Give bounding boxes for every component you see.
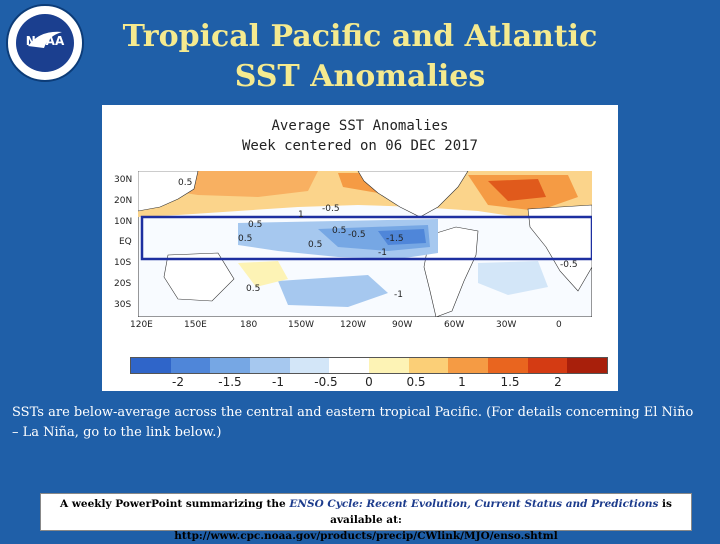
footer-link-text[interactable]: ENSO Cycle: Recent Evolution, Current St…	[289, 498, 659, 510]
colorbar-label: -2	[172, 375, 184, 389]
colorbar-swatch	[567, 358, 608, 373]
lon-label: 120W	[340, 320, 367, 330]
colorbar-label: 0	[365, 375, 373, 389]
color-scale-bar	[130, 357, 608, 374]
logo-text: NOAA	[25, 34, 65, 48]
lon-label: 30W	[496, 320, 517, 330]
colorbar-swatch	[527, 358, 568, 373]
footer-url[interactable]: http://www.cpc.noaa.gov/products/precip/…	[174, 530, 558, 542]
lat-label: EQ	[119, 237, 132, 247]
lon-label: 150E	[184, 320, 207, 330]
colorbar-label: 1	[458, 375, 466, 389]
colorbar-swatch	[408, 358, 449, 373]
contour-label: -0.5	[348, 230, 366, 240]
colorbar-swatch	[369, 358, 409, 373]
lat-label: 20N	[114, 196, 133, 206]
description-text: SSTs are below-average across the centra…	[12, 405, 694, 440]
lon-label: 60W	[444, 320, 465, 330]
footer-line2: http://www.cpc.noaa.gov/products/precip/…	[41, 528, 691, 544]
colorbar-swatch	[289, 358, 330, 373]
colorbar-label: 1.5	[500, 375, 520, 389]
map-heading: Average SST Anomalies	[271, 118, 449, 134]
colorbar-label: 0.5	[406, 375, 426, 389]
colorbar-label: -0.5	[314, 375, 338, 389]
contour-label: 0.5	[238, 234, 252, 244]
contour-label: -0.5	[560, 260, 578, 270]
colorbar-swatch	[250, 358, 290, 373]
noaa-logo: NOAA	[6, 4, 84, 82]
lon-label: 150W	[288, 320, 315, 330]
colorbar-swatch	[131, 358, 171, 373]
colorbar-swatch	[329, 358, 370, 373]
lon-label: 180	[240, 320, 258, 330]
contour-label: 0.5	[308, 240, 322, 250]
lat-label: 30S	[114, 300, 132, 310]
footer-prefix: A weekly PowerPoint summarizing the	[60, 498, 290, 510]
colorbar-swatch	[170, 358, 211, 373]
contour-label: 0.5	[246, 284, 260, 294]
contour-label: -1	[394, 290, 403, 300]
page-title-line1: Tropical Pacific and Atlantic	[122, 19, 598, 54]
lon-label: 0	[556, 320, 562, 330]
lat-label: 10N	[114, 217, 133, 227]
lat-label: 20S	[114, 279, 132, 289]
contour-label: -1	[378, 248, 387, 258]
colorbar-swatch	[448, 358, 489, 373]
contour-label: 0.5	[248, 220, 262, 230]
lat-label: 30N	[114, 175, 133, 185]
colorbar-swatch	[210, 358, 251, 373]
sst-anomaly-figure: Average SST Anomalies Week centered on 0…	[102, 105, 618, 391]
lat-label: 10S	[114, 258, 132, 268]
lon-label: 120E	[130, 320, 153, 330]
footer-line1: A weekly PowerPoint summarizing the ENSO…	[41, 496, 691, 528]
colorbar-label: 2	[554, 375, 562, 389]
page-title-line2: SST Anomalies	[234, 59, 486, 94]
footer-suffix: is available at:	[330, 498, 672, 526]
contour-label: -1.5	[386, 234, 404, 244]
map-subheading: Week centered on 06 DEC 2017	[241, 138, 478, 154]
bird-icon	[28, 31, 62, 48]
contour-label: 0.5	[178, 178, 192, 188]
lon-label: 90W	[392, 320, 413, 330]
colorbar-label: -1	[272, 375, 284, 389]
contour-label: 1	[298, 210, 304, 220]
contour-label: -0.5	[322, 204, 340, 214]
contour-label: 0.5	[332, 226, 346, 236]
sst-anomaly-map: 0.5 0.5 1 0.5 0.5 0.5 -0.5 -1.5 -1 -0.5 …	[138, 171, 592, 317]
colorbar-label: -1.5	[218, 375, 242, 389]
footer-box: A weekly PowerPoint summarizing the ENSO…	[40, 493, 692, 542]
colorbar-swatch	[488, 358, 528, 373]
